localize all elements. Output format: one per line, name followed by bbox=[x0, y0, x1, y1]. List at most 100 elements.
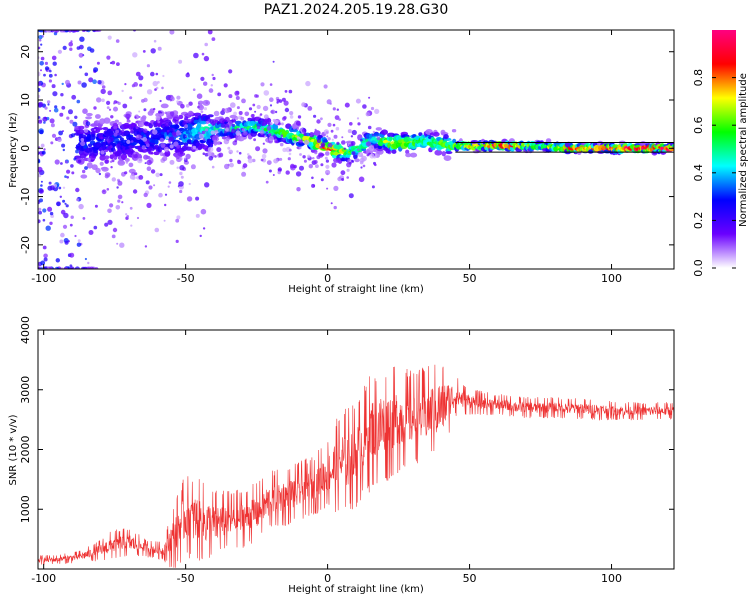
spectrogram-speckle bbox=[172, 118, 177, 123]
spectrogram-speckle bbox=[357, 151, 364, 158]
spectrogram-cell bbox=[99, 154, 106, 161]
spectrogram-speckle bbox=[77, 80, 82, 85]
spectrogram-speckle bbox=[228, 94, 233, 99]
spectrogram-speckle bbox=[41, 150, 46, 155]
spectrogram-speckle bbox=[159, 173, 163, 177]
spectrogram-speckle bbox=[358, 176, 365, 183]
spectrogram-speckle bbox=[236, 150, 239, 153]
spectrogram-speckle bbox=[153, 39, 157, 43]
snr-x-tick-label: -50 bbox=[177, 572, 195, 585]
spectrogram-speckle bbox=[40, 69, 42, 72]
spectrogram-speckle bbox=[57, 137, 62, 143]
spectrogram-speckle bbox=[175, 239, 179, 243]
spectrogram-speckle bbox=[141, 145, 146, 150]
spectrogram-speckle bbox=[42, 218, 46, 222]
spectrogram-speckle bbox=[116, 242, 119, 245]
spectrogram-speckle bbox=[38, 166, 43, 173]
spectrogram-speckle bbox=[350, 135, 354, 138]
spectrogram-speckle bbox=[210, 143, 213, 146]
spectrogram-speckle bbox=[311, 183, 316, 188]
spectrogram-speckle bbox=[333, 134, 338, 139]
spectrogram-speckle bbox=[38, 119, 43, 124]
spectrogram-speckle bbox=[113, 106, 118, 112]
spectrogram-cell bbox=[470, 140, 479, 144]
spectrogram-speckle bbox=[327, 122, 332, 127]
spectrogram-speckle bbox=[326, 99, 332, 105]
spectrogram-speckle bbox=[272, 118, 276, 123]
spectrogram-speckle bbox=[161, 86, 164, 90]
spectrogram-speckle bbox=[310, 133, 314, 136]
spectrogram-speckle bbox=[296, 127, 299, 130]
spectrogram-speckle bbox=[280, 134, 284, 137]
spectrogram-cell bbox=[77, 129, 86, 135]
spectrogram-speckle bbox=[154, 227, 160, 233]
spectrogram-speckle bbox=[337, 176, 342, 182]
spectrogram-y-tick-label: 20 bbox=[19, 45, 32, 59]
spectrogram-speckle bbox=[152, 80, 158, 87]
spectrogram-speckle bbox=[45, 225, 51, 231]
spectrogram-speckle bbox=[226, 137, 230, 142]
spectrogram-speckle bbox=[318, 152, 324, 158]
spectrogram-speckle bbox=[76, 242, 82, 247]
spectrogram-cell bbox=[451, 129, 457, 133]
spectrogram-speckle bbox=[146, 202, 152, 208]
spectrogram-speckle bbox=[64, 202, 67, 205]
spectrogram-speckle bbox=[89, 48, 95, 53]
spectrogram-speckle bbox=[178, 100, 182, 104]
spectrogram-cell bbox=[153, 134, 160, 139]
spectrogram-speckle bbox=[255, 146, 261, 152]
spectrogram-speckle bbox=[107, 146, 112, 150]
spectrogram-speckle bbox=[67, 30, 73, 33]
spectrogram-speckle bbox=[346, 162, 352, 168]
spectrogram-cell bbox=[409, 152, 418, 158]
spectrogram-cell bbox=[443, 134, 449, 140]
spectrogram-speckle bbox=[81, 82, 87, 88]
spectrogram-speckle bbox=[233, 111, 238, 116]
spectrogram-speckle bbox=[93, 67, 99, 73]
spectrogram-cell bbox=[160, 103, 169, 109]
spectrogram-cell bbox=[193, 112, 202, 117]
spectrogram-speckle bbox=[59, 239, 64, 244]
spectrogram-speckle bbox=[65, 204, 69, 208]
spectrogram-speckle bbox=[195, 213, 200, 218]
spectrogram-cell bbox=[164, 122, 170, 127]
spectrogram-speckle bbox=[148, 185, 153, 190]
spectrogram-speckle bbox=[261, 120, 267, 127]
spectrogram-speckle bbox=[252, 158, 256, 163]
spectrogram-speckle bbox=[258, 115, 261, 118]
spectrogram-speckle bbox=[104, 159, 109, 164]
spectrogram-speckle bbox=[77, 239, 81, 243]
spectrogram-speckle bbox=[250, 114, 255, 118]
spectrogram-speckle bbox=[284, 107, 290, 113]
spectrogram-speckle bbox=[79, 36, 85, 42]
spectrogram-speckle bbox=[60, 209, 66, 215]
spectrogram-speckle bbox=[61, 82, 64, 86]
spectrogram-speckle bbox=[213, 110, 220, 117]
spectrogram-x-tick-label: -50 bbox=[177, 272, 195, 285]
spectrogram-speckle bbox=[234, 90, 240, 96]
spectrogram-speckle bbox=[346, 168, 350, 172]
spectrogram-speckle bbox=[91, 133, 95, 137]
spectrogram-speckle bbox=[49, 211, 54, 216]
spectrogram-speckle bbox=[356, 117, 360, 120]
spectrogram-speckle bbox=[185, 104, 190, 108]
spectrogram-speckle bbox=[179, 157, 183, 161]
spectrogram-cell bbox=[133, 157, 138, 161]
spectrogram-speckle bbox=[144, 162, 147, 165]
spectrogram-speckle bbox=[115, 39, 120, 43]
spectrogram-speckle bbox=[241, 98, 246, 104]
spectrogram-speckle bbox=[169, 111, 175, 116]
spectrogram-speckle bbox=[285, 170, 290, 175]
spectrogram-speckle bbox=[185, 135, 188, 138]
spectrogram-speckle bbox=[38, 88, 41, 92]
spectrogram-speckle bbox=[80, 141, 86, 147]
spectrogram-speckle bbox=[333, 205, 337, 210]
spectrogram-speckle bbox=[124, 83, 127, 86]
spectrogram-speckle bbox=[38, 30, 44, 33]
spectrogram-speckle bbox=[301, 102, 306, 107]
spectrogram-speckle bbox=[115, 205, 121, 210]
spectrogram-speckle bbox=[106, 100, 111, 105]
spectrogram-speckle bbox=[316, 119, 321, 124]
spectrogram-speckle bbox=[138, 175, 144, 180]
spectrogram-speckle bbox=[66, 116, 70, 120]
